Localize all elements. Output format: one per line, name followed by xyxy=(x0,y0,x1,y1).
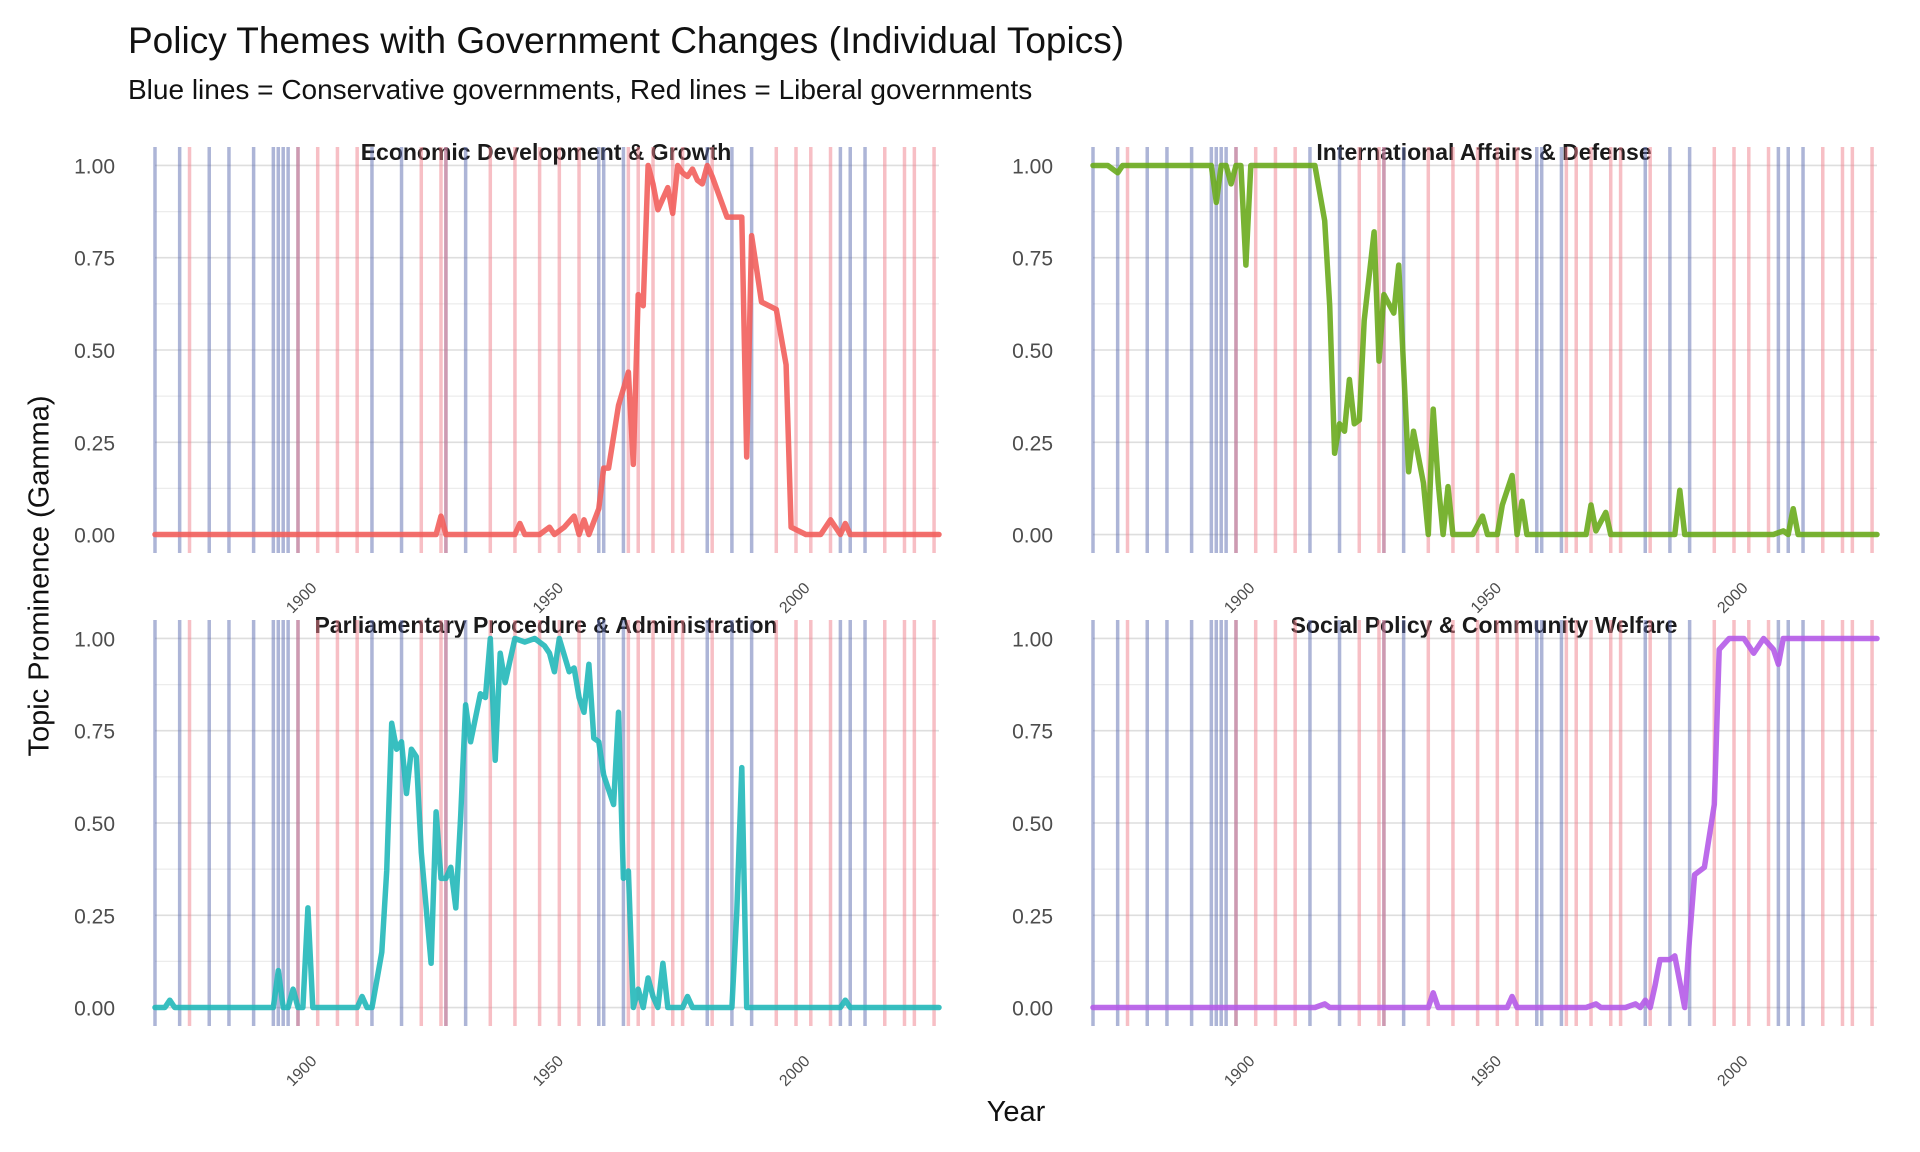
x-tick-label: 2000 xyxy=(1714,1053,1751,1090)
chart-title: Policy Themes with Government Changes (I… xyxy=(128,20,1125,61)
y-tick-label: 0.75 xyxy=(74,721,115,744)
x-tick-label: 1900 xyxy=(1221,580,1258,617)
y-tick-label: 0.75 xyxy=(1012,721,1053,744)
x-tick-label: 1950 xyxy=(530,1053,567,1090)
x-tick-label: 2000 xyxy=(776,1053,813,1090)
y-tick-label: 1.00 xyxy=(74,628,115,651)
topic-series-line xyxy=(1090,162,1880,538)
y-tick-label: 1.00 xyxy=(1012,628,1053,651)
topic-series-line xyxy=(1090,635,1880,1011)
facet-panel-1: Economic Development & Growth 0.00 0.25 0.5… xyxy=(74,139,942,617)
facet-panel-3: Parliamentary Procedure & Administration… xyxy=(74,612,942,1090)
y-tick-label: 0.00 xyxy=(1012,998,1053,1021)
y-tick-label: 0.25 xyxy=(1012,432,1053,455)
x-tick-label: 1950 xyxy=(1468,1053,1505,1090)
panel-title: Parliamentary Procedure & Administration xyxy=(314,612,777,638)
facet-panel-2: International Affairs & Defense 0.00 0.25 0… xyxy=(1012,139,1880,617)
y-tick-label: 0.00 xyxy=(74,525,115,548)
topic-series-line xyxy=(152,635,942,1011)
panel-title: Social Policy & Community Welfare xyxy=(1291,612,1678,638)
y-tick-label: 0.50 xyxy=(1012,340,1053,363)
y-tick-label: 1.00 xyxy=(74,155,115,178)
y-tick-label: 0.75 xyxy=(1012,248,1053,271)
x-tick-label: 1900 xyxy=(1221,1053,1258,1090)
y-tick-label: 0.25 xyxy=(74,432,115,455)
y-tick-label: 0.50 xyxy=(1012,813,1053,836)
y-tick-label: 0.25 xyxy=(74,905,115,928)
facet-panel-4: Social Policy & Community Welfare 0.00 0.2… xyxy=(1012,612,1880,1090)
x-tick-label: 2000 xyxy=(776,580,813,617)
y-tick-label: 0.50 xyxy=(74,340,115,363)
y-tick-label: 0.25 xyxy=(1012,905,1053,928)
y-tick-label: 0.00 xyxy=(74,998,115,1021)
chart-subtitle: Blue lines = Conservative governments, R… xyxy=(128,74,1033,105)
panel-title: Economic Development & Growth xyxy=(361,139,732,165)
x-tick-label: 2000 xyxy=(1714,580,1751,617)
y-tick-label: 0.75 xyxy=(74,248,115,271)
x-axis-label: Year xyxy=(986,1096,1046,1128)
y-tick-label: 0.00 xyxy=(1012,525,1053,548)
topic-series-line xyxy=(152,162,942,538)
panel-title: International Affairs & Defense xyxy=(1316,139,1651,165)
y-tick-label: 0.50 xyxy=(74,813,115,836)
y-tick-label: 1.00 xyxy=(1012,155,1053,178)
x-tick-label: 1900 xyxy=(283,1053,320,1090)
